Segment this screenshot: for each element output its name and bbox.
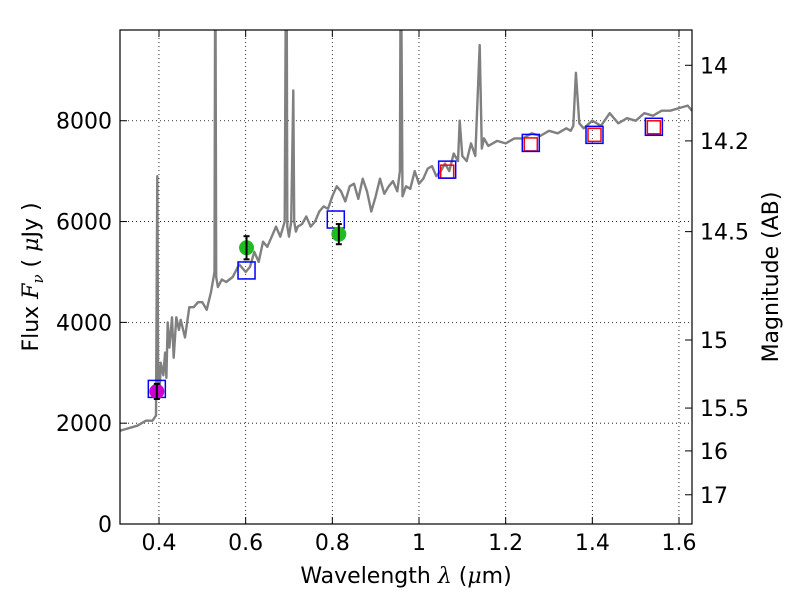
y-tick-label: 4000 xyxy=(56,311,112,336)
plot-area xyxy=(120,30,692,432)
x-tick-label: 0.6 xyxy=(228,531,263,556)
axis-ticks: 0.4 0.6 0.8 1 1.2 1.4 1.6 0 2000 4000 6000 8000 14 14… xyxy=(56,30,749,556)
x-axis-label: Wavelength λ (μm) xyxy=(300,564,511,589)
y-tick-label: 2000 xyxy=(56,412,112,437)
magnitude-tick-label: 15 xyxy=(700,329,728,354)
magnitude-tick-label: 14.2 xyxy=(700,130,749,155)
magnitude-axis-label: Magnitude (AB) xyxy=(759,192,784,363)
x-tick-label: 0.8 xyxy=(315,531,350,556)
magnitude-tick-label: 15.5 xyxy=(700,397,749,422)
x-tick-label: 1.4 xyxy=(575,531,610,556)
blue-square-marker xyxy=(521,133,541,153)
plot-frame xyxy=(119,29,693,525)
magnitude-tick-label: 14.5 xyxy=(700,221,749,246)
blue-square-marker xyxy=(437,160,457,179)
blue-square-marker xyxy=(237,261,256,280)
blue-square-marker xyxy=(585,125,604,145)
x-tick-label: 1 xyxy=(412,531,426,556)
y-axis-label: Flux Fν ( μJy ) xyxy=(19,202,47,351)
magnitude-tick-label: 14 xyxy=(700,54,728,79)
blue-square-marker xyxy=(644,117,664,137)
x-tick-label: 1.6 xyxy=(662,531,697,556)
magnitude-tick-label: 17 xyxy=(700,484,728,509)
red-square-marker xyxy=(646,120,662,135)
x-tick-label: 1.2 xyxy=(488,531,523,556)
y-tick-label: 8000 xyxy=(56,110,112,135)
magnitude-tick-label: 16 xyxy=(700,440,728,465)
x-tick-label: 0.4 xyxy=(142,531,177,556)
y-tick-label: 0 xyxy=(98,513,112,538)
red-square-marker xyxy=(587,127,602,143)
y-tick-label: 6000 xyxy=(56,211,112,236)
